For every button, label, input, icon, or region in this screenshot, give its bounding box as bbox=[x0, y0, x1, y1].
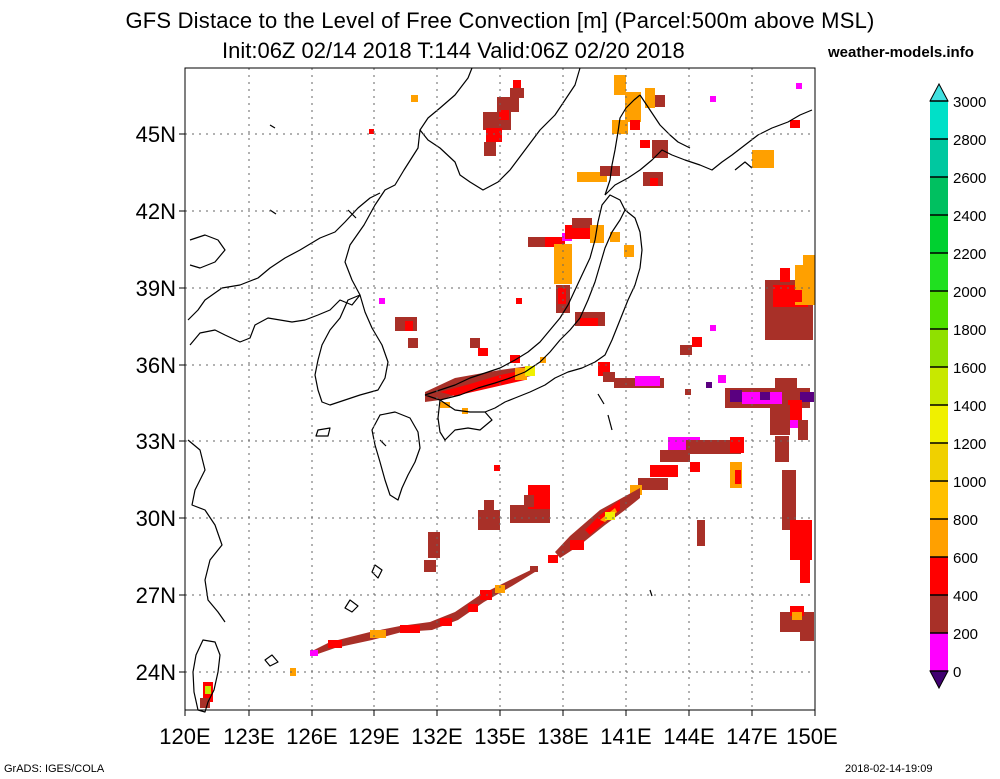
colorbar-band bbox=[930, 177, 948, 215]
lon-label-129e: 129E bbox=[348, 724, 399, 749]
footer-credit: GrADS: IGES/COLA bbox=[4, 763, 105, 775]
colorbar-label: 1800 bbox=[953, 322, 986, 339]
lon-label-138e: 138E bbox=[537, 724, 588, 749]
colorbar-label: 2400 bbox=[953, 208, 986, 225]
colorbar-band bbox=[930, 291, 948, 329]
colorbar-label: 400 bbox=[953, 588, 978, 605]
colorbar-band bbox=[930, 557, 948, 595]
lat-label-39n: 39N bbox=[136, 276, 176, 301]
colorbar-label: 800 bbox=[953, 512, 978, 529]
colorbar-band bbox=[930, 595, 948, 633]
colorbar-band bbox=[930, 215, 948, 253]
lon-label-126e: 126E bbox=[286, 724, 337, 749]
colorbar-label: 1400 bbox=[953, 398, 986, 415]
lat-label-24n: 24N bbox=[136, 660, 176, 685]
colorbar-label: 3000 bbox=[953, 94, 986, 111]
colorbar-band bbox=[930, 101, 948, 139]
lat-label-36n: 36N bbox=[136, 353, 176, 378]
colorbar-label: 600 bbox=[953, 550, 978, 567]
map-title: GFS Distace to the Level of Free Convect… bbox=[125, 8, 875, 33]
lon-label-135e: 135E bbox=[474, 724, 525, 749]
colorbar-band bbox=[930, 405, 948, 443]
colorbar-label: 1000 bbox=[953, 474, 986, 491]
colorbar-label: 1600 bbox=[953, 360, 986, 377]
colorbar-label: 2800 bbox=[953, 132, 986, 149]
colorbar-band bbox=[930, 519, 948, 557]
lon-label-123e: 123E bbox=[223, 724, 274, 749]
map-subtitle: Init:06Z 02/14 2018 T:144 Valid:06Z 02/2… bbox=[222, 38, 685, 63]
lon-label-120e: 120E bbox=[159, 724, 210, 749]
colorbar-label: 200 bbox=[953, 626, 978, 643]
lon-label-141e: 141E bbox=[600, 724, 651, 749]
colorbar-label: 0 bbox=[953, 664, 961, 681]
colorbar-band bbox=[930, 443, 948, 481]
colorbar-label: 2600 bbox=[953, 170, 986, 187]
axis-ticks bbox=[179, 133, 816, 716]
gridlines bbox=[185, 68, 815, 710]
lat-label-30n: 30N bbox=[136, 506, 176, 531]
colorbar-band bbox=[930, 481, 948, 519]
colorbar-band bbox=[930, 367, 948, 405]
lon-label-147e: 147E bbox=[726, 724, 777, 749]
field-cells bbox=[200, 75, 815, 708]
lat-label-33n: 33N bbox=[136, 429, 176, 454]
colorbar-bottom-arrow bbox=[929, 670, 949, 690]
map-frame bbox=[184, 67, 816, 711]
lat-label-27n: 27N bbox=[136, 583, 176, 608]
footer-timestamp: 2018-02-14-19:09 bbox=[845, 763, 933, 775]
colorbar-top-arrow bbox=[929, 82, 949, 102]
colorbar-band bbox=[930, 329, 948, 367]
lon-label-150e: 150E bbox=[786, 724, 837, 749]
lat-label-42n: 42N bbox=[136, 199, 176, 224]
colorbar-band bbox=[930, 139, 948, 177]
colorbar bbox=[929, 82, 949, 690]
colorbar-band bbox=[930, 633, 948, 671]
colorbar-label: 2200 bbox=[953, 246, 986, 263]
site-credit: weather-models.info bbox=[828, 44, 974, 61]
lon-label-144e: 144E bbox=[663, 724, 714, 749]
colorbar-band bbox=[930, 253, 948, 291]
colorbar-label: 1200 bbox=[953, 436, 986, 453]
coastlines bbox=[187, 67, 813, 713]
lat-label-45n: 45N bbox=[136, 122, 176, 147]
colorbar-label: 2000 bbox=[953, 284, 986, 301]
lon-label-132e: 132E bbox=[411, 724, 462, 749]
